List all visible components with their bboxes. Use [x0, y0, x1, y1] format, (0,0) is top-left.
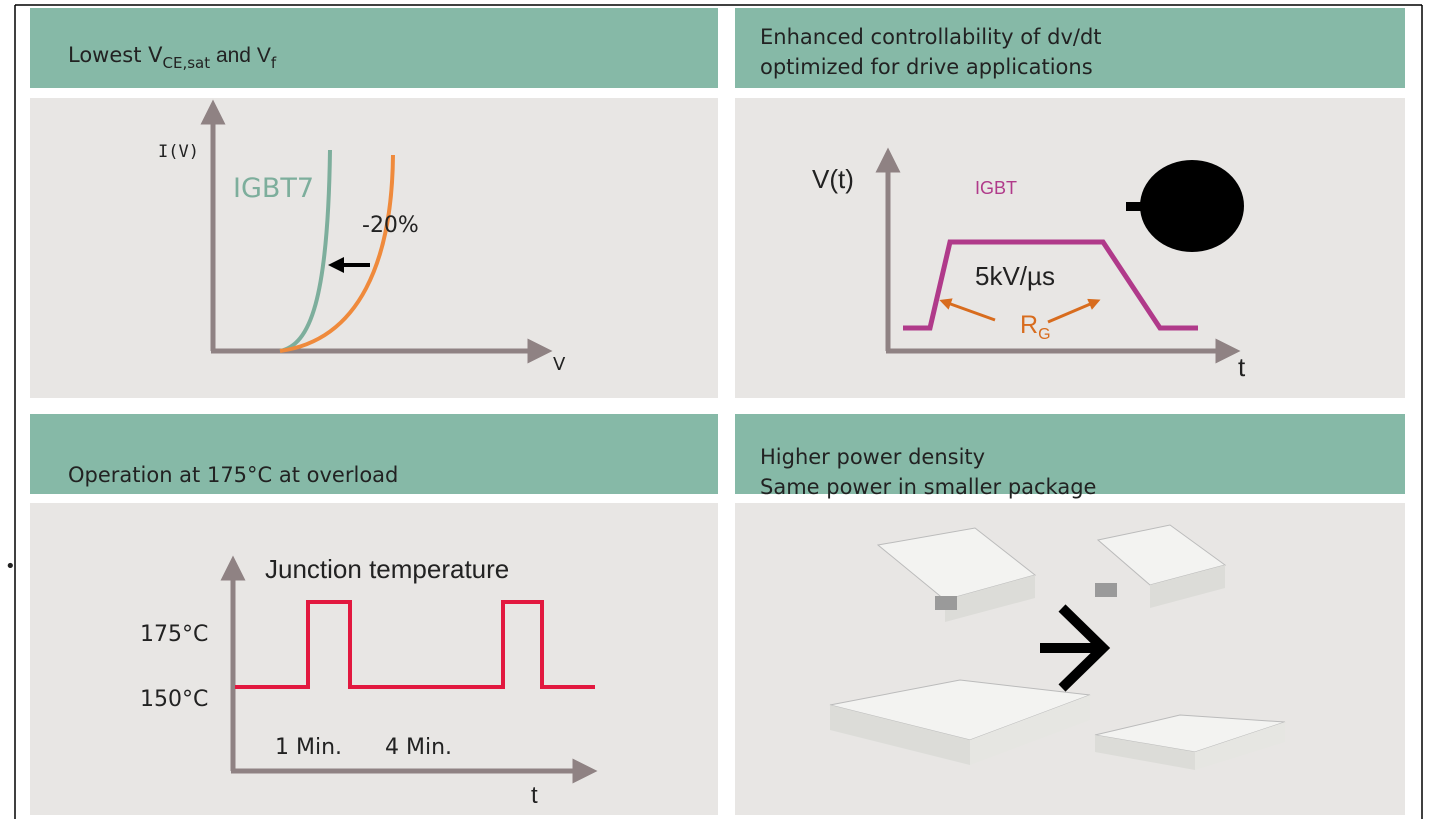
axis-label: t [1238, 352, 1246, 382]
axis-label: V [553, 354, 566, 375]
level-label: 175°C [140, 622, 208, 647]
panel-title: Higher power density [760, 445, 985, 469]
axis-label: I(V) [158, 142, 199, 162]
title-subscript: CE,sat [163, 54, 211, 72]
annotation: -20% [362, 213, 419, 238]
axis-label: t [531, 782, 538, 809]
level-label: 150°C [140, 687, 208, 712]
axis-label: V(t) [812, 164, 854, 194]
panel-body [30, 503, 718, 815]
slide: Lowest VCE,sat and Vf Enhanced controlla… [0, 0, 1435, 819]
axis-label: Junction temperature [265, 554, 509, 584]
panel-body [735, 503, 1405, 815]
title-text: Lowest V [68, 43, 163, 67]
curve-label: IGBT7 [233, 173, 314, 204]
panel-title: Same power in smaller package [760, 475, 1096, 499]
module-terminal [935, 596, 957, 610]
title-text: and V [210, 44, 271, 67]
label-subscript: G [1038, 326, 1050, 343]
panel-title: Operation at 175°C at overload [68, 463, 398, 487]
duration-label: 1 Min. [275, 735, 342, 760]
annotation: 5kV/µs [975, 261, 1055, 291]
motor-icon [1140, 160, 1244, 252]
duration-label: 4 Min. [385, 735, 452, 760]
panel-title: Enhanced controllability of dv/dt [760, 25, 1102, 49]
label-text: R [1020, 311, 1038, 339]
curve-label: IGBT [975, 178, 1017, 198]
bullet: • [5, 556, 16, 577]
motor-shaft [1126, 202, 1144, 211]
title-subscript: f [271, 54, 277, 72]
module-terminal [1095, 583, 1117, 597]
panel-title: optimized for drive applications [760, 55, 1093, 79]
